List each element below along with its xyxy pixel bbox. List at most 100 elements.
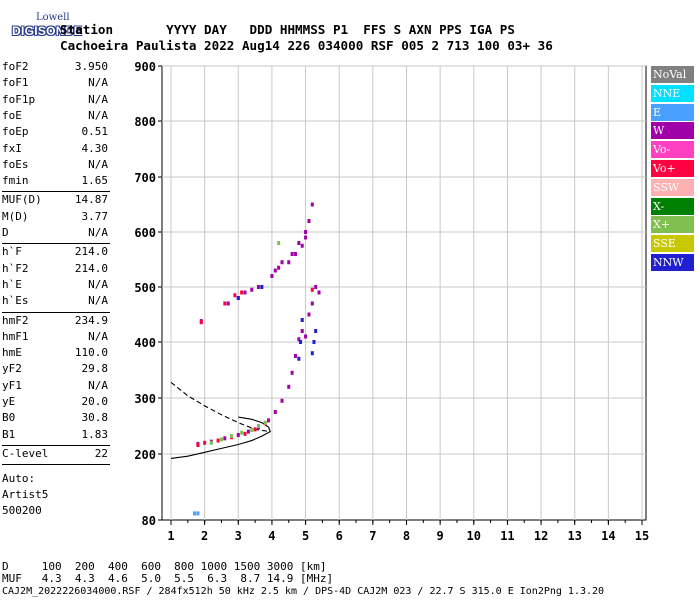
echo-point-w [304,230,308,234]
param-value: 3.950 [74,60,108,73]
logo-bottom-text: DIGISONDE [12,24,83,38]
param-row: foF1 N/A [2,76,108,92]
y-tick-label: 300 [134,392,156,406]
echo-point-w [304,334,308,339]
param-separator [2,243,110,245]
param-row: foF1p N/A [2,93,108,109]
x-tick-label: 9 [437,529,444,543]
param-row: fxI 4.30 [2,142,108,158]
param-value: 214.0 [74,245,108,259]
legend-item-w: W [651,122,694,140]
echo-point-w [310,202,314,207]
echo-point-nnw [300,318,304,322]
legend-item-nne: NNE [651,84,694,102]
echo-point-nnw [312,340,316,344]
param-separator [2,444,110,446]
x-tick-label: 7 [369,529,376,543]
legend-item-e: E [651,103,694,121]
echo-point-w [243,290,247,295]
param-key: fmin [2,174,29,188]
param-key: h`F [2,245,22,259]
param-value: N/A [88,294,108,308]
param-key: hmF1 [2,329,29,343]
param-key: B1 [2,427,16,441]
param-key: yF2 [2,362,22,376]
echo-point-vo [196,443,200,448]
param-row: h`F 214.0 [2,245,108,261]
param-value: 1.65 [81,174,109,188]
y-tick-label: 600 [134,226,156,240]
echo-point-w [310,301,314,306]
echo-point-w [304,235,308,240]
x-tick-label: 14 [601,529,615,543]
param-key: hmF2 [2,313,29,327]
param-row: h`E N/A [2,278,108,294]
echo-point-w [300,329,304,333]
echo-point-w [236,432,240,437]
x-tick-label: 5 [302,529,309,543]
echo-point-w [297,241,301,245]
legend-item-ssw: SSW [651,178,694,196]
param-value: 4.30 [81,141,109,155]
param-key: foF2 [2,60,29,73]
param-value: 3.77 [81,209,109,223]
param-value: 214.0 [74,261,108,275]
autoscale-text: 500200 [2,504,42,518]
param-separator [2,191,110,193]
echo-point-w [270,274,274,278]
legend-item-vo: Vo+ [651,160,694,177]
param-row: fmin 1.65 [2,174,108,190]
param-value: 110.0 [74,346,108,360]
header-line-1: Station YYYY DAY DDD HHMMSS P1 FFS S AXN… [60,22,515,37]
param-row: yE 20.0 [2,395,108,411]
param-key: foE [2,108,22,122]
autoscale-text: Artist5 [2,488,49,502]
param-row: B1 1.83 [2,428,108,444]
param-row: h`F2 214.0 [2,262,108,278]
echo-point-nnw [297,356,301,361]
echo-point-x [277,241,281,245]
echo-point-w [277,265,281,270]
autoscale-text: Auto: [2,472,36,486]
param-value: 0.51 [81,125,109,139]
param-key: C-level [2,446,49,460]
param-value: N/A [88,277,108,291]
param-row: hmF2 234.9 [2,314,108,330]
lowell-digisonde-logo: Lowell DIGISONDE [6,10,82,40]
echo-point-vo [243,431,247,436]
legend-item-sse: SSE [651,235,694,253]
param-row: foEs N/A [2,158,108,174]
param-row: foE N/A [2,109,108,125]
echo-point-x [256,424,260,428]
echo-point-vo [223,301,227,306]
legend-item-x: X- [651,197,694,215]
echo-point-w [307,312,311,317]
echo-point-w [226,301,230,306]
param-key: D [2,226,9,239]
legend-item-noval: NoVal [651,66,694,83]
param-row: MUF(D) 14.87 [2,193,108,209]
echo-point-nnw [310,351,314,356]
echo-point-vo [240,290,244,295]
echo-point-x [219,437,223,442]
echo-point-w [290,370,294,375]
param-row: D N/A [2,226,108,242]
param-row: M(D) 3.77 [2,210,108,226]
param-key: B0 [2,411,16,425]
x-tick-label: 1 [167,529,174,543]
echo-point-e [196,511,200,516]
param-key: foEs [2,157,29,171]
y-tick-label: 700 [134,171,156,185]
echo-point-e [193,511,197,516]
x-tick-label: 11 [500,529,514,543]
param-value: N/A [88,157,108,171]
echo-point-w [307,219,311,223]
echo-point-w [267,418,271,423]
footer-info: CAJ2M_2022226034000.RSF / 284fx512h 50 k… [2,586,605,597]
distance-row: D 100 200 400 600 800 1000 1500 3000 [km… [2,560,327,573]
muf-row: MUF 4.3 4.3 4.6 5.0 5.5 6.3 8.7 14.9 [MH… [2,572,334,585]
param-key: M(D) [2,209,29,223]
param-value: N/A [88,108,108,122]
x-tick-label: 12 [534,529,548,543]
